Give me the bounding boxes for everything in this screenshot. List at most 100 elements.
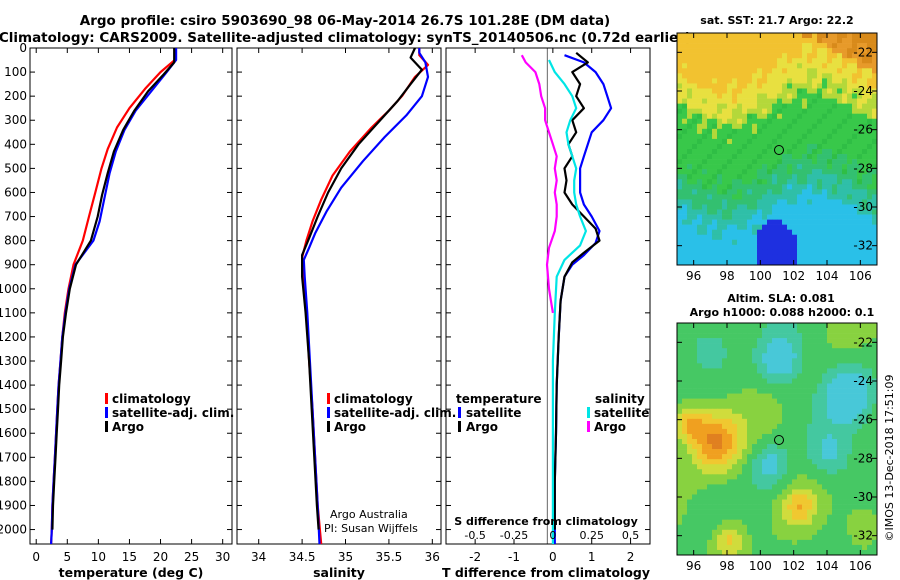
sla-cell [682, 519, 688, 526]
sla-cell [802, 373, 808, 379]
sst-cell [812, 48, 818, 54]
sst-cell [742, 149, 748, 155]
sla-cell [712, 519, 718, 526]
sst-cell [782, 93, 788, 99]
sla-cell [742, 368, 748, 374]
sst-cell [837, 78, 843, 84]
legend-swatch [458, 421, 461, 432]
sst-cell [872, 234, 878, 241]
sst-cell [857, 118, 863, 125]
sst-cell [697, 229, 703, 236]
sla-cell [862, 433, 868, 440]
sst-cell [822, 78, 828, 84]
sst-cell [862, 88, 868, 94]
sla-cell [822, 519, 828, 526]
sst-cell [847, 63, 853, 69]
sst-cell [872, 93, 878, 99]
sst-cell [692, 164, 698, 170]
sla-cell [822, 459, 828, 465]
sst-cell [682, 73, 688, 79]
sla-cell [732, 524, 738, 531]
sla-cell [822, 504, 828, 510]
sst-cell [867, 224, 873, 230]
sla-cell [797, 504, 803, 510]
sst-cell [837, 103, 843, 109]
sst-cell [732, 164, 738, 170]
sla-cell [732, 509, 738, 515]
sst-cell [837, 249, 843, 256]
sla-cell [757, 474, 763, 480]
sla-cell [837, 403, 843, 410]
sla-cell [777, 439, 783, 445]
sla-cell [727, 433, 733, 440]
sst-cell [807, 249, 813, 256]
sla-cell [852, 413, 858, 420]
sst-cell [822, 244, 828, 251]
sst-cell [727, 108, 733, 114]
sla-cell [747, 549, 753, 556]
sla-cell [772, 454, 778, 460]
sst-cell [827, 259, 833, 266]
sst-cell [722, 93, 728, 99]
sst-cell [687, 254, 693, 261]
sst-cell [722, 98, 728, 104]
sla-cell [847, 333, 853, 339]
sla-cell [837, 328, 843, 334]
sst-cell [717, 33, 723, 39]
sla-cell [852, 368, 858, 374]
sla-cell [797, 514, 803, 520]
sst-cell [717, 204, 723, 210]
sst-cell [727, 244, 733, 251]
sla-cell [712, 479, 718, 485]
sla-cell [702, 494, 708, 500]
sst-cell [682, 229, 688, 236]
sst-cell [687, 244, 693, 251]
sst-cell [812, 184, 818, 190]
sst-cell [742, 159, 748, 165]
sst-cell [742, 78, 748, 84]
sst-cell [717, 63, 723, 69]
sst-cell [712, 113, 718, 120]
sst-cell [777, 53, 783, 59]
sla-cell [822, 439, 828, 445]
sst-cell [782, 229, 788, 236]
sst-cell [692, 133, 698, 140]
sla-cell [812, 403, 818, 410]
sst-cell [787, 93, 793, 99]
sla-cell [797, 343, 803, 349]
sla-cell [807, 388, 813, 394]
sst-cell [707, 48, 713, 54]
sst-cell [692, 209, 698, 215]
sst-cell [817, 229, 823, 236]
legend-swatch [587, 407, 590, 418]
sst-cell [827, 128, 833, 135]
sst-cell [702, 254, 708, 261]
sla-cell [792, 413, 798, 420]
sst-cell [852, 133, 858, 140]
sla-cell [692, 343, 698, 349]
sla-cell [807, 474, 813, 480]
sst-cell [817, 149, 823, 155]
sst-cell [762, 164, 768, 170]
sla-cell [867, 353, 873, 359]
sst-cell [767, 229, 773, 236]
sst-cell [832, 68, 838, 74]
sla-cell [697, 544, 703, 551]
sst-cell [872, 33, 878, 39]
sst-cell [867, 138, 873, 145]
sst-cell [857, 259, 863, 266]
sst-cell [842, 179, 848, 185]
sst-cell [757, 174, 763, 180]
sla-cell [852, 474, 858, 480]
sst-cell [802, 63, 808, 69]
sla-cell [767, 444, 773, 450]
sst-cell [687, 249, 693, 256]
sla-cell [762, 519, 768, 526]
legend-swatch [105, 393, 108, 404]
lon-tick-label: 102 [782, 269, 805, 283]
sst-cell [817, 159, 823, 165]
sla-cell [817, 423, 823, 430]
sla-cell [717, 529, 723, 536]
sst-cell [807, 63, 813, 69]
sst-cell [727, 83, 733, 89]
